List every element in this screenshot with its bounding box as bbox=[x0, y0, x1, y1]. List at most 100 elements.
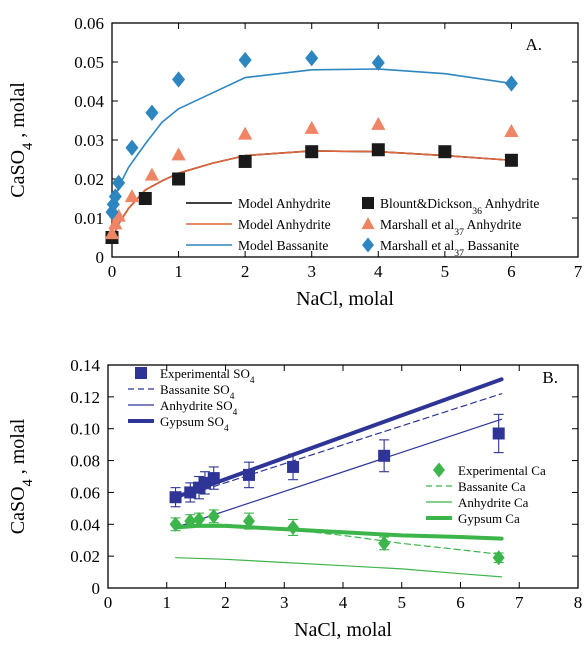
legend-label: Experimental Ca bbox=[458, 463, 546, 478]
y-tick-label: 0.04 bbox=[74, 92, 104, 111]
legend-label: Model Bassanite bbox=[238, 238, 328, 253]
x-axis-label: NaCl, molal bbox=[296, 288, 394, 310]
legend-label: Anhydrite Ca bbox=[458, 495, 529, 510]
x-tick-label: 6 bbox=[507, 262, 516, 281]
data-point bbox=[438, 145, 452, 159]
data-point bbox=[193, 512, 206, 528]
x-tick-label: 2 bbox=[221, 593, 230, 612]
y-tick-label: 0.03 bbox=[74, 131, 104, 150]
legend-label: Model Anhydrite bbox=[238, 196, 331, 211]
data-point bbox=[304, 120, 319, 134]
y-axis-label-part: CaSO bbox=[7, 486, 29, 534]
chart-panel-a: 0 1 2 3 4 5 6 7 0 0.01 0.02 0.03 0.04 0.05 0.06 NaCl, m… bbox=[7, 14, 583, 310]
legend-label-part: Experimental Ca bbox=[458, 463, 546, 478]
data-point bbox=[378, 535, 391, 551]
x-tick-label: 5 bbox=[398, 593, 407, 612]
data-point bbox=[243, 513, 255, 529]
data-point bbox=[243, 468, 255, 481]
legend-label: Gypsum Ca bbox=[458, 511, 520, 526]
series-line bbox=[175, 393, 503, 500]
x-tick-label: 4 bbox=[339, 593, 348, 612]
legend-label-part: Model Bassanite bbox=[238, 238, 328, 253]
x-tick-label: 7 bbox=[515, 593, 524, 612]
legend-label-part: 4 bbox=[224, 424, 229, 434]
data-point bbox=[378, 449, 391, 462]
y-tick-label: 0.04 bbox=[70, 515, 100, 534]
data-point bbox=[125, 139, 139, 156]
series-line bbox=[173, 523, 504, 541]
data-point bbox=[504, 75, 518, 92]
x-tick-label: 0 bbox=[108, 262, 117, 281]
legend-label-part: Bassanite bbox=[464, 238, 519, 253]
y-axis-label: CaSO4 , molal bbox=[7, 418, 36, 534]
data-point bbox=[492, 550, 505, 566]
series-line bbox=[175, 557, 503, 578]
legend-label: Marshall et al37 Anhydrite bbox=[380, 217, 521, 238]
legend-label-part: 37 bbox=[454, 248, 464, 259]
legend-label: Blount&Dickson36 Anhydrite bbox=[380, 196, 539, 217]
legend-label-part: 36 bbox=[472, 206, 482, 217]
series-line bbox=[175, 523, 503, 556]
chart-panel-b: 0 1 2 3 4 5 6 7 8 0 0.02 0.04 0.06 0.08 0.10 0.12 0.14 Na… bbox=[7, 356, 582, 641]
y-axis-label-part: CaSO bbox=[7, 150, 29, 198]
data-point bbox=[124, 189, 140, 203]
data-point bbox=[371, 116, 386, 130]
series-line bbox=[111, 150, 513, 241]
legend-label: Bassanite Ca bbox=[458, 479, 526, 494]
data-point bbox=[172, 71, 186, 88]
series-line bbox=[111, 68, 513, 211]
data-point bbox=[108, 216, 123, 230]
x-tick-label: 7 bbox=[574, 262, 583, 281]
y-tick-label: 0 bbox=[92, 579, 101, 598]
legend-label-part: 4 bbox=[230, 392, 235, 402]
data-point bbox=[145, 104, 159, 121]
legend-label: Gypsum SO4 bbox=[160, 414, 229, 434]
data-point bbox=[111, 208, 126, 222]
data-point bbox=[287, 460, 300, 473]
data-point bbox=[207, 472, 220, 485]
data-point bbox=[144, 167, 160, 181]
legend-label-part: Gypsum Ca bbox=[458, 511, 520, 526]
x-tick-label: 3 bbox=[280, 593, 289, 612]
data-point bbox=[207, 508, 220, 524]
data-point bbox=[504, 123, 519, 137]
legend-marker-swatch bbox=[433, 462, 445, 478]
y-tick-label: 0.01 bbox=[74, 209, 104, 228]
data-point bbox=[238, 51, 252, 69]
legend-label-part: Anhydrite bbox=[464, 217, 521, 232]
data-point bbox=[238, 154, 252, 168]
data-point bbox=[104, 226, 120, 240]
data-point bbox=[108, 188, 122, 205]
y-axis-label-part: , molal bbox=[7, 82, 29, 143]
legend-label-part: 4 bbox=[233, 408, 238, 418]
y-axis-label-part: 4 bbox=[20, 479, 36, 486]
y-axis-label-part: 4 bbox=[20, 143, 36, 150]
x-tick-label: 1 bbox=[163, 593, 172, 612]
legend-label: Model Anhydrite bbox=[238, 217, 331, 232]
legend-label-part: 4 bbox=[250, 376, 255, 386]
x-tick-label: 3 bbox=[307, 262, 316, 281]
y-tick-label: 0.05 bbox=[74, 53, 104, 72]
y-tick-label: 0.02 bbox=[70, 547, 100, 566]
x-tick-label: 5 bbox=[441, 262, 450, 281]
y-tick-label: 0.06 bbox=[74, 14, 104, 33]
legend-marker-swatch bbox=[362, 197, 374, 209]
data-point bbox=[237, 126, 253, 140]
x-tick-label: 1 bbox=[174, 262, 183, 281]
y-tick-label: 0.12 bbox=[70, 388, 100, 407]
panel-label: A. bbox=[525, 35, 542, 54]
y-tick-label: 0.08 bbox=[70, 452, 100, 471]
x-axis-label: NaCl, molal bbox=[294, 619, 392, 641]
data-point bbox=[305, 49, 319, 67]
data-point bbox=[184, 513, 197, 529]
x-tick-label: 8 bbox=[574, 593, 583, 612]
y-axis-label-part: , molal bbox=[7, 418, 29, 479]
data-point bbox=[138, 192, 152, 205]
data-point bbox=[371, 143, 385, 157]
legend-label: Bassanite SO4 bbox=[160, 382, 235, 402]
legend-label-part: Model Anhydrite bbox=[238, 217, 331, 232]
series-line bbox=[175, 418, 503, 529]
data-point bbox=[172, 172, 186, 186]
data-point bbox=[112, 174, 126, 192]
